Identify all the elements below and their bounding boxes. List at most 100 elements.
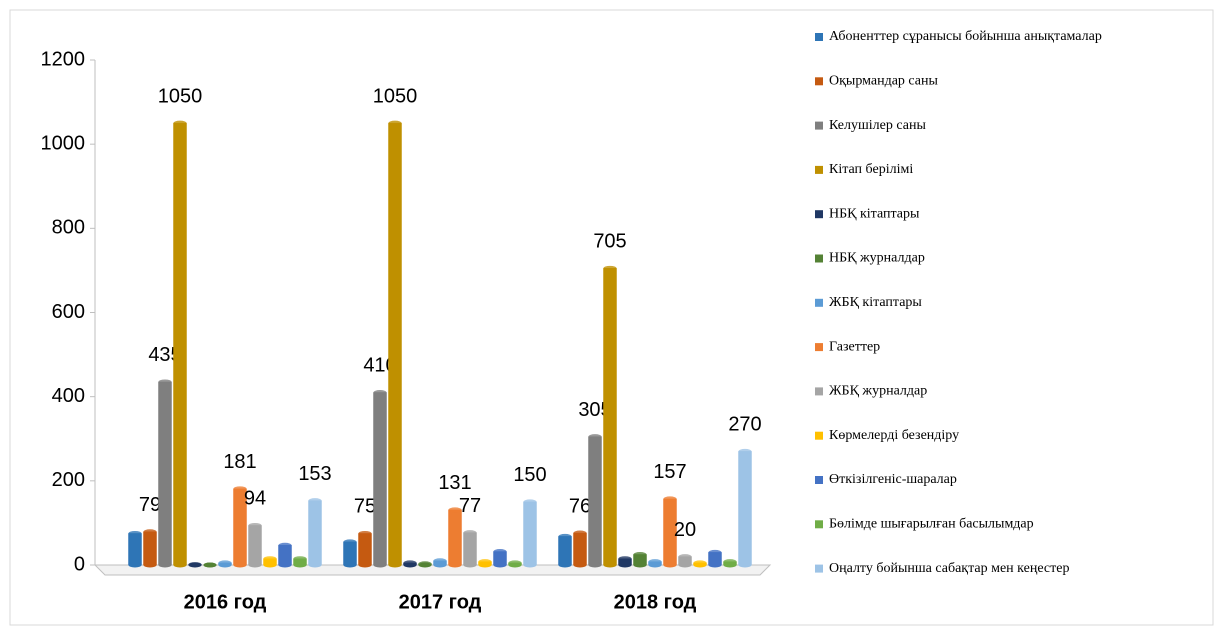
- value-label: 270: [728, 414, 761, 436]
- bar-top: [738, 448, 752, 454]
- y-tick-label: 400: [52, 385, 85, 407]
- bar-top: [358, 530, 372, 536]
- legend-label: Бөлімде шығарылған басылымдар: [829, 517, 1034, 532]
- bar: [373, 392, 387, 566]
- bar: [388, 122, 402, 566]
- bar-base: [293, 562, 307, 568]
- legend-label: НБҚ кітаптары: [829, 206, 920, 221]
- value-label: 705: [593, 231, 626, 253]
- value-label: 150: [513, 464, 546, 486]
- bar: [463, 532, 477, 566]
- legend-label: Оқырмандар саны: [829, 74, 939, 89]
- bar-base: [493, 562, 507, 568]
- legend-swatch: [815, 77, 823, 86]
- bar-base: [343, 562, 357, 568]
- bar-top: [203, 562, 217, 568]
- bar-top: [508, 560, 522, 566]
- legend-swatch: [815, 520, 823, 529]
- bar-base: [558, 562, 572, 568]
- bar-top: [648, 559, 662, 565]
- y-tick-label: 600: [52, 301, 85, 323]
- bar: [588, 436, 602, 566]
- bar-top: [573, 530, 587, 536]
- bar-base: [143, 562, 157, 568]
- bar-base: [588, 562, 602, 568]
- bar-base: [388, 562, 402, 568]
- bar-base: [128, 562, 142, 568]
- legend-swatch: [815, 298, 823, 307]
- value-label: 157: [653, 461, 686, 483]
- legend-label: Келушілер саны: [829, 118, 926, 133]
- y-tick-label: 1000: [41, 132, 86, 154]
- bar-top: [373, 389, 387, 395]
- bar-top: [433, 558, 447, 564]
- legend-label: ЖБҚ кітаптары: [829, 295, 922, 310]
- legend-swatch: [815, 476, 823, 484]
- bar: [358, 533, 372, 566]
- value-label: 77: [459, 495, 481, 517]
- value-label: 94: [244, 488, 266, 510]
- bar-base: [248, 562, 262, 568]
- bar-top: [493, 549, 507, 555]
- bar-base: [233, 562, 247, 568]
- y-tick-label: 0: [74, 553, 85, 575]
- bar-top: [248, 522, 262, 528]
- bar-top: [448, 507, 462, 513]
- bar-base: [173, 562, 187, 568]
- legend-label: Оңалту бойынша сабақтар мен кеңестер: [829, 561, 1069, 576]
- bar: [343, 541, 357, 566]
- bar-base: [373, 562, 387, 568]
- bar-base: [358, 562, 372, 568]
- bar-top: [463, 530, 477, 536]
- legend-label: ЖБҚ журналдар: [829, 384, 927, 399]
- bar: [248, 525, 262, 566]
- y-tick-label: 800: [52, 217, 85, 239]
- bar-top: [403, 560, 417, 566]
- bar-top: [233, 486, 247, 492]
- bar-base: [448, 562, 462, 568]
- legend-swatch: [815, 210, 823, 219]
- bar-top: [603, 265, 617, 271]
- bar-top: [188, 562, 202, 568]
- bar-base: [263, 562, 277, 568]
- legend-label: НБҚ журналдар: [829, 251, 925, 266]
- bar-top: [308, 498, 322, 504]
- value-label: 153: [298, 463, 331, 485]
- legend-swatch: [815, 254, 823, 263]
- bar-base: [663, 562, 677, 568]
- bar-top: [663, 496, 677, 502]
- bar-base: [278, 562, 292, 568]
- value-label: 76: [569, 495, 591, 517]
- bar: [573, 532, 587, 566]
- legend-swatch: [815, 165, 823, 174]
- bar: [558, 536, 572, 566]
- bar-top: [343, 539, 357, 545]
- bar: [278, 544, 292, 566]
- bar-top: [293, 556, 307, 562]
- bar: [128, 533, 142, 566]
- bar-base: [633, 562, 647, 568]
- legend-label: Абоненттер сұранысы бойынша анықтамалар: [829, 29, 1102, 44]
- x-tick-label: 2016 год: [184, 591, 267, 613]
- legend-swatch: [815, 564, 823, 573]
- value-label: 1050: [373, 85, 418, 107]
- bar: [143, 531, 157, 566]
- legend-swatch: [815, 33, 823, 41]
- bar-top: [678, 554, 692, 560]
- legend-label: Көрмелерді безендіру: [829, 428, 959, 443]
- bar-top: [708, 549, 722, 555]
- bar-base: [618, 562, 632, 568]
- bar-base: [708, 562, 722, 568]
- bar: [738, 451, 752, 566]
- value-label: 1050: [158, 85, 203, 107]
- bar-base: [678, 562, 692, 568]
- bar-top: [418, 561, 432, 567]
- legend-label: Кітап берілімі: [829, 162, 913, 177]
- y-tick-label: 200: [52, 469, 85, 491]
- bar: [158, 381, 172, 566]
- bar-top: [158, 379, 172, 385]
- x-tick-label: 2017 год: [399, 591, 482, 613]
- bar-top: [558, 533, 572, 539]
